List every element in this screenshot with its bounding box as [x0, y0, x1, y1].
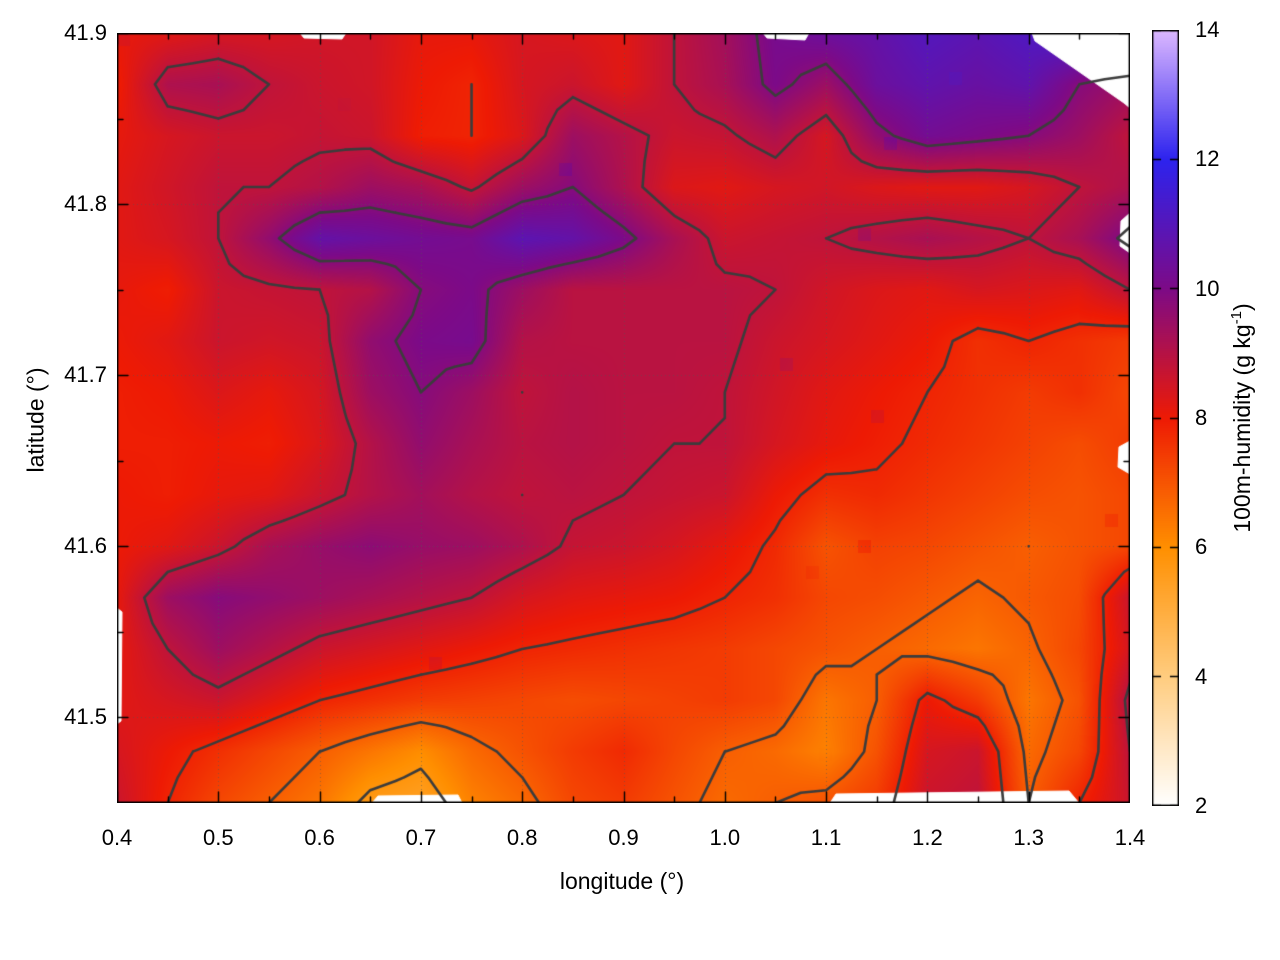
colorbar-canvas [1152, 30, 1179, 806]
x-tick-label: 1.2 [912, 825, 943, 850]
x-tick-label: 0.4 [101, 825, 133, 850]
x-axis-title: longitude (°) [559, 868, 685, 894]
x-tick-label: 0.6 [304, 825, 335, 850]
colorbar-tick-label: 10 [1195, 275, 1220, 301]
y-tick-label: 41.7 [64, 362, 107, 388]
colorbar-tick-label: 8 [1195, 405, 1208, 430]
colorbar-title: 100m-humidity (g kg-1) [1228, 303, 1256, 532]
colorbar-title-superscript: -1 [1228, 311, 1246, 325]
x-tick-label: 1.0 [709, 825, 741, 850]
colorbar-tick-label: 4 [1195, 663, 1208, 689]
heatmap-canvas [117, 33, 1130, 803]
y-tick-label: 41.6 [64, 533, 107, 559]
colorbar-tick-label: 6 [1195, 534, 1208, 560]
x-tick-label: 0.7 [405, 825, 437, 850]
colorbar-tick-label: 12 [1195, 146, 1220, 172]
colorbar-title-text: 100m-humidity (g kg [1228, 324, 1255, 533]
y-tick-label: 41.9 [64, 20, 107, 45]
x-tick-label: 1.1 [810, 825, 842, 850]
y-tick-label: 41.8 [64, 191, 107, 217]
x-tick-label: 0.9 [608, 825, 639, 850]
x-tick-label: 0.8 [506, 825, 538, 850]
colorbar-tick-label: 14 [1195, 17, 1220, 42]
x-tick-label: 1.4 [1114, 825, 1146, 850]
y-tick-label: 41.5 [64, 704, 107, 730]
colorbar-tick-label: 2 [1195, 793, 1208, 818]
x-tick-label: 0.5 [203, 825, 234, 850]
x-tick-label: 1.3 [1013, 825, 1044, 850]
colorbar-title-close: ) [1228, 303, 1255, 312]
